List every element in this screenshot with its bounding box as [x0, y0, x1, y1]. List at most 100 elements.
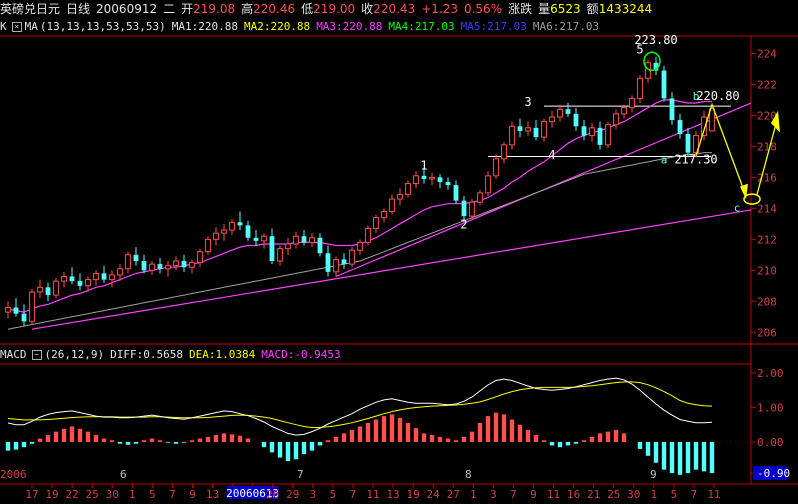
- date-tick-label: 9: [530, 488, 537, 501]
- diff-line: [7, 377, 713, 436]
- candle-body: [629, 97, 635, 109]
- candle-body: [133, 254, 139, 262]
- candle-body: [525, 127, 531, 132]
- date-tick-label: 13: [206, 488, 219, 501]
- macd-tick-label: -0.90: [757, 467, 790, 480]
- candle: [405, 180, 411, 198]
- date-tick-label: 9: [189, 488, 196, 501]
- candle: [605, 121, 611, 148]
- candle: [381, 208, 387, 223]
- wave-label: 3: [524, 95, 531, 109]
- ma3-value: MA3:220.88: [316, 20, 383, 33]
- long-trendline: [31, 209, 752, 330]
- high-value: 220.46: [253, 1, 296, 16]
- candle: [173, 256, 179, 271]
- candle-body: [349, 249, 355, 265]
- candle-body: [613, 113, 619, 126]
- macd-month-labels: 2006 6 7 8 9: [0, 468, 657, 481]
- candle: [261, 233, 267, 249]
- abc-label-b: b: [693, 90, 700, 103]
- candle-body: [277, 248, 283, 262]
- candle-body: [69, 276, 75, 282]
- amount-label: 额: [586, 2, 599, 16]
- date-tick-label: 16: [567, 488, 580, 501]
- candle-body: [709, 108, 715, 132]
- candle: [357, 239, 363, 255]
- dea-value: DEA:1.0384: [188, 348, 256, 361]
- candle-body: [317, 237, 323, 254]
- candle-body: [605, 124, 611, 146]
- date-tick-label: 1: [470, 488, 477, 501]
- wave-label: 2: [460, 217, 467, 231]
- candle: [53, 278, 59, 299]
- date-tick-label: 3: [490, 488, 497, 501]
- candle-body: [541, 121, 547, 138]
- candle: [573, 107, 579, 131]
- date-label: 20060912: [96, 1, 158, 16]
- candle: [645, 59, 651, 83]
- candle-body: [501, 144, 507, 160]
- forecast-path-up: [756, 119, 778, 195]
- date-tick-label: 11: [547, 488, 560, 501]
- date-tick-label: 11: [366, 488, 379, 501]
- macd-lines: [7, 377, 713, 436]
- candle: [333, 256, 339, 277]
- ma-name[interactable]: MA: [24, 20, 38, 33]
- macd-value: MACD:-0.9453: [261, 348, 341, 361]
- candle-body: [477, 192, 483, 203]
- candle: [549, 110, 555, 128]
- close-macd-icon[interactable]: −: [31, 349, 42, 360]
- candle: [677, 113, 683, 139]
- candle: [157, 257, 163, 274]
- candle-body: [165, 265, 171, 270]
- candle-body: [5, 306, 11, 313]
- ma-params: (13,13,13,53,53,53): [39, 20, 166, 33]
- candle-body: [493, 158, 499, 177]
- candle: [373, 214, 379, 234]
- candle: [149, 261, 155, 275]
- candle-body: [117, 268, 123, 276]
- peak-circle: [643, 51, 661, 71]
- ma6-value: MA6:217.03: [532, 20, 600, 33]
- candle: [453, 180, 459, 204]
- candle: [5, 301, 11, 319]
- candle: [533, 120, 539, 141]
- close-indicator-icon[interactable]: ×: [11, 21, 22, 32]
- macd-name[interactable]: MACD: [0, 348, 27, 361]
- candle: [525, 121, 531, 136]
- candle: [77, 273, 83, 291]
- candle-body: [13, 307, 19, 314]
- candle: [205, 236, 211, 255]
- candle-body: [157, 264, 163, 269]
- candle: [429, 172, 435, 186]
- candle-body: [53, 280, 59, 296]
- open-label: 开: [181, 2, 194, 16]
- date-tick-label: 30: [627, 488, 640, 501]
- candle: [165, 261, 171, 277]
- candle-body: [301, 236, 307, 243]
- date-tick-label: 17: [25, 488, 38, 501]
- a-price-label: 217.30: [674, 152, 717, 166]
- candle: [693, 130, 699, 158]
- target-circle: [743, 193, 761, 205]
- candle-body: [453, 185, 459, 201]
- candle-body: [181, 261, 187, 268]
- wave-label: 4: [548, 148, 555, 162]
- b-price-label: 220.80: [696, 89, 739, 103]
- peak-price-label: 223.80: [634, 33, 677, 47]
- candle: [445, 177, 451, 190]
- candle: [221, 223, 227, 241]
- candle-body: [381, 210, 387, 219]
- price-tick-label: 220: [757, 109, 777, 122]
- date-tick-label: 29: [286, 488, 299, 501]
- candle: [541, 118, 547, 142]
- candle: [85, 276, 91, 292]
- period-label[interactable]: 日线: [66, 2, 91, 16]
- change-percent: 0.56%: [463, 1, 503, 16]
- date-tick-label: 7: [169, 488, 176, 501]
- ma-slow-line: [7, 152, 712, 330]
- candle: [37, 279, 43, 299]
- price-tick-label: 218: [757, 140, 777, 153]
- candle: [621, 104, 627, 119]
